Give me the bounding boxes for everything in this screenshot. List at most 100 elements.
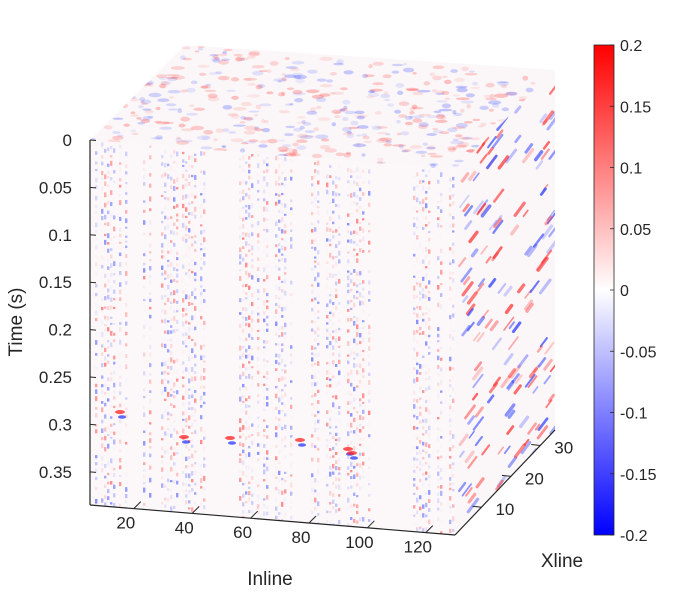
front-face-texture-mark bbox=[350, 265, 352, 268]
front-face-texture-mark bbox=[335, 383, 337, 387]
front-face-texture-mark bbox=[266, 254, 269, 257]
side-face-texture-mark bbox=[536, 256, 549, 272]
front-face-texture-mark bbox=[332, 493, 335, 498]
front-face-texture-mark bbox=[278, 276, 281, 281]
side-face-texture-mark bbox=[508, 336, 519, 350]
front-face-texture-mark bbox=[113, 298, 116, 301]
front-face-texture-mark bbox=[326, 303, 329, 308]
front-face-texture-mark bbox=[248, 296, 250, 301]
side-face-texture-mark bbox=[476, 142, 486, 154]
front-face-texture-mark bbox=[329, 184, 331, 188]
front-face-texture-mark bbox=[332, 481, 335, 485]
front-face-texture-mark bbox=[440, 401, 443, 404]
front-face-texture-mark bbox=[191, 225, 193, 228]
front-face-texture-mark bbox=[416, 210, 419, 213]
front-face-texture-mark bbox=[203, 253, 206, 257]
top-face-texture-mark bbox=[453, 112, 463, 117]
front-face-texture-mark bbox=[266, 396, 269, 400]
front-face-texture-mark bbox=[173, 505, 176, 510]
front-face-texture-mark bbox=[182, 340, 185, 345]
front-face-texture-mark bbox=[101, 273, 103, 277]
front-face-texture-mark bbox=[173, 494, 175, 499]
front-face-texture-mark bbox=[107, 433, 110, 436]
front-face-texture-mark bbox=[419, 201, 422, 205]
front-face-texture-mark bbox=[362, 295, 365, 299]
front-face-texture-mark bbox=[101, 177, 104, 180]
front-face-texture-mark bbox=[359, 363, 362, 368]
front-face-texture-mark bbox=[353, 492, 356, 497]
front-face-texture-mark bbox=[314, 337, 317, 342]
front-face-texture-mark bbox=[326, 182, 329, 188]
front-face-texture-mark bbox=[332, 336, 335, 340]
top-face-texture-mark bbox=[231, 95, 239, 100]
front-face-texture-mark bbox=[332, 244, 334, 249]
front-face-texture-mark bbox=[359, 415, 362, 421]
front-face-texture-mark bbox=[278, 372, 280, 374]
top-face-texture-mark bbox=[241, 57, 249, 61]
front-face-texture-mark bbox=[245, 426, 248, 431]
front-face-texture-mark bbox=[161, 249, 164, 254]
front-face-texture-mark bbox=[257, 476, 259, 480]
front-face-texture-mark bbox=[191, 254, 193, 257]
front-face-texture-mark bbox=[278, 157, 280, 160]
side-face-texture-mark bbox=[520, 440, 532, 455]
front-face-texture-mark bbox=[419, 233, 421, 236]
front-face-texture-mark bbox=[191, 174, 194, 178]
front-face-texture-mark bbox=[95, 273, 97, 276]
front-face-texture-mark bbox=[194, 408, 197, 414]
front-face-texture-mark bbox=[311, 374, 314, 379]
front-face-texture-mark bbox=[353, 269, 356, 273]
top-face-texture-mark bbox=[130, 129, 137, 133]
side-face-texture-mark bbox=[532, 386, 539, 394]
front-face-texture-mark bbox=[149, 220, 152, 225]
side-face-texture-mark bbox=[475, 477, 485, 489]
front-face-texture-mark bbox=[239, 374, 242, 380]
top-face-texture-mark bbox=[447, 146, 456, 151]
front-face-texture-mark bbox=[149, 164, 151, 168]
front-face-texture-mark bbox=[194, 316, 196, 319]
front-face-texture-mark bbox=[143, 309, 145, 313]
front-face-texture-mark bbox=[452, 271, 455, 275]
front-face-texture-mark bbox=[314, 213, 316, 216]
front-face-texture-mark bbox=[182, 461, 184, 464]
front-face-texture-mark bbox=[248, 257, 250, 259]
front-face-texture-mark bbox=[251, 301, 254, 307]
front-face-texture-mark bbox=[440, 501, 443, 507]
front-face-texture-mark bbox=[332, 251, 334, 254]
top-face-texture-mark bbox=[291, 60, 305, 65]
front-face-texture-mark bbox=[338, 519, 341, 525]
front-face-texture-mark bbox=[182, 278, 184, 283]
front-face-texture-mark bbox=[368, 466, 371, 469]
front-face-texture-mark bbox=[335, 352, 337, 356]
front-face-texture-mark bbox=[362, 337, 365, 343]
front-face-texture-mark bbox=[332, 395, 335, 398]
front-face-texture-mark bbox=[188, 335, 191, 339]
front-face-texture-mark bbox=[449, 366, 452, 371]
front-face-texture-mark bbox=[356, 317, 359, 323]
front-face-texture-mark bbox=[164, 497, 167, 501]
front-face-texture-mark bbox=[185, 260, 187, 264]
front-face-texture-mark bbox=[104, 502, 107, 506]
front-face-texture-mark bbox=[284, 184, 286, 188]
front-face-texture-mark bbox=[125, 331, 128, 336]
front-face-texture-mark bbox=[143, 253, 146, 257]
top-face-texture-mark bbox=[391, 70, 400, 74]
front-face-texture-mark bbox=[110, 160, 113, 166]
front-face-texture-mark bbox=[449, 505, 452, 509]
front-face-texture-mark bbox=[317, 521, 320, 524]
front-face-texture-mark bbox=[101, 161, 104, 166]
front-face-texture-mark bbox=[317, 206, 320, 209]
front-face-texture-mark bbox=[359, 187, 362, 192]
front-face-texture-mark bbox=[101, 401, 104, 404]
front-face-texture-mark bbox=[176, 151, 179, 157]
front-face-texture-mark bbox=[326, 502, 328, 506]
side-face-texture-mark bbox=[472, 373, 484, 389]
front-face-texture-mark bbox=[170, 317, 173, 322]
front-face-texture-mark bbox=[164, 466, 166, 469]
front-face-texture-mark bbox=[149, 251, 152, 254]
front-face-texture-mark bbox=[170, 379, 172, 383]
top-face-texture-mark bbox=[103, 125, 113, 130]
front-face-texture-mark bbox=[239, 435, 242, 439]
side-face-texture-mark bbox=[534, 423, 541, 431]
side-face-texture-mark bbox=[503, 353, 514, 366]
